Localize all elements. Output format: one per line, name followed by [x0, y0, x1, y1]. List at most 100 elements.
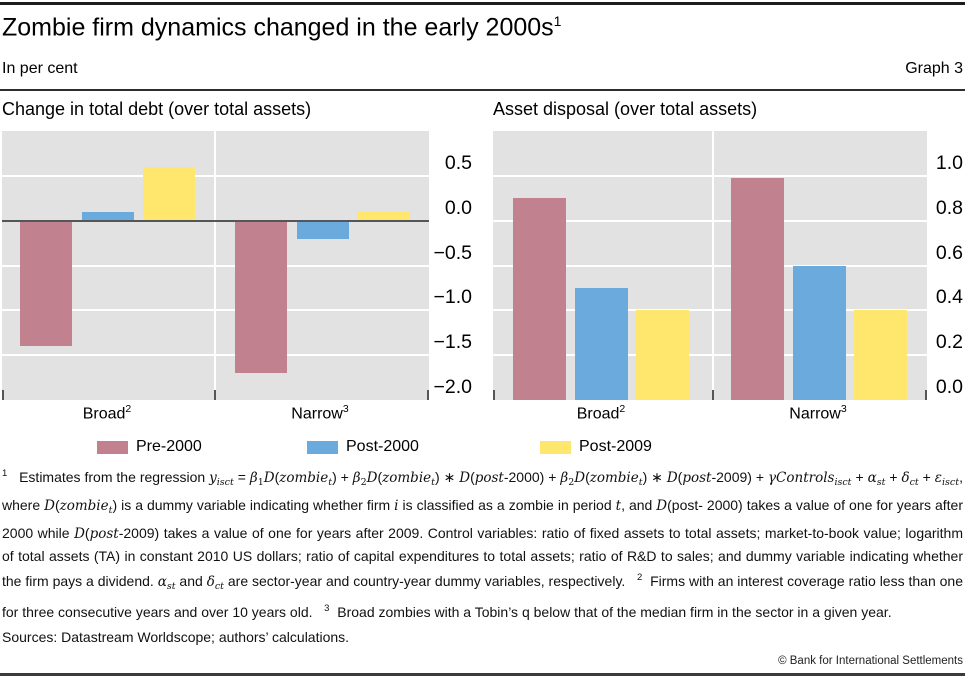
footnote-segment: + [885, 469, 902, 485]
bar-post-2000-narrow [296, 220, 349, 239]
category-label-text: Narrow [291, 405, 343, 423]
gridline [493, 174, 927, 177]
legend-swatch [97, 440, 128, 454]
bar-post-2009-narrow [358, 211, 410, 221]
footnote-segment: -2009) + [711, 469, 768, 485]
footnote-segment: ) is a dummy variable indicating whether… [112, 497, 395, 513]
footnote-segment: and [175, 573, 207, 589]
x-axis-tick [925, 390, 927, 400]
footnote-segment: = [233, 469, 250, 485]
footnote-segment: , where [2, 469, 963, 513]
right-chart-plot-area [493, 131, 927, 400]
footnote-segment: ( [677, 469, 683, 485]
y-tick-label: −0.5 [433, 241, 473, 264]
footnote-segment: ct [909, 477, 919, 488]
bar-post-2009-broad [636, 310, 689, 400]
page-title-footnote-marker: 1 [553, 13, 562, 29]
footnote-segment: isct [942, 477, 960, 488]
legend-item-pre-2000: Pre-2000 [97, 438, 202, 456]
legend-item-post-2009: Post-2009 [540, 438, 652, 456]
footnote-segment: st [166, 581, 176, 592]
footnote-segment: is classified as a zombie in period [398, 497, 616, 513]
legend-label: Post-2000 [346, 438, 419, 455]
x-axis-tick [493, 390, 495, 400]
footnote-segment: δ [901, 470, 910, 486]
footnote-segment: zombie [279, 470, 329, 486]
footnote-segment: ( [84, 525, 90, 541]
footnote-segment: i [394, 498, 399, 514]
legend-item-post-2000: Post-2000 [307, 438, 419, 456]
footnote-segment: ( [54, 497, 60, 513]
gridline [493, 354, 927, 357]
footnote-segment: ) ∗ [642, 469, 667, 485]
bar-pre-2000-broad [20, 220, 72, 347]
footnote-segment: D [666, 470, 678, 486]
footnote-segment: 2 [568, 477, 575, 488]
footnote-segment: D [366, 470, 378, 486]
footnote-segment: ) + [332, 469, 353, 485]
x-axis-tick [2, 390, 4, 400]
units-label: In per cent [2, 60, 78, 77]
gridline [493, 309, 927, 312]
footnote-segment: zombie [589, 470, 639, 486]
y-tick-label: −2.0 [433, 376, 473, 398]
page-title: Zombie firm dynamics changed in the earl… [2, 13, 561, 42]
gridline [493, 219, 927, 222]
footnote-segment: + [918, 469, 935, 485]
graph-number-label: Graph 3 [905, 60, 963, 77]
right-panel-title: Asset disposal (over total assets) [493, 99, 758, 119]
footnote-segment: isct [216, 477, 234, 488]
footnote-segment: D [656, 498, 668, 514]
footnote-segment: , and [621, 497, 657, 513]
footnote-segment: st [876, 477, 886, 488]
y-tick-label: 0.0 [935, 376, 963, 398]
footnote-segment: D [574, 470, 586, 486]
category-label-broad: Broad2 [531, 403, 671, 423]
bar-post-2009-broad [143, 166, 195, 221]
footnote-segment: t [108, 505, 113, 516]
category-label-text: Broad [576, 405, 620, 423]
x-axis-tick [712, 390, 714, 400]
footnote-segment: zombie [382, 470, 432, 486]
footnote-segment: post [474, 470, 504, 486]
zero-axis-line [2, 219, 429, 223]
page-title-text: Zombie firm dynamics changed in the earl… [2, 13, 554, 42]
bar-pre-2000-broad [513, 198, 566, 400]
bar-post-2000-broad [574, 287, 628, 400]
category-label-text: Broad [82, 405, 126, 423]
bar-pre-2000-narrow [731, 178, 784, 400]
category-separator-line [712, 131, 714, 400]
footnote-segment: 2 [360, 477, 367, 488]
footnote-segment: t [328, 477, 333, 488]
footnote-segment: + [851, 469, 868, 485]
category-footnote-marker: 3 [840, 403, 847, 415]
bar-post-2000-narrow [792, 265, 846, 400]
bar-post-2009-narrow [854, 310, 907, 400]
footnote-segment: α [867, 470, 877, 486]
y-tick-label: −1.0 [433, 286, 473, 309]
x-axis-tick [214, 390, 216, 400]
footnote-segment: t [431, 477, 435, 488]
footnote-segment: post [682, 470, 712, 486]
footnote-text: 1 Estimates from the regression yisct = … [2, 463, 963, 623]
footnote-segment: 1 [257, 477, 264, 488]
category-footnote-marker: 3 [342, 403, 349, 415]
category-footnote-marker: 2 [619, 403, 626, 415]
footnote-segment: zombie [59, 498, 109, 514]
x-axis-tick [427, 390, 429, 400]
footnote-segment: β [352, 470, 361, 486]
footnote-segment: D [263, 470, 275, 486]
footnote-segment: Broad zombies with a Tobin’s q below tha… [329, 604, 892, 620]
category-label-broad: Broad2 [37, 403, 177, 423]
footnote-segment: -2009) takes a value of one for years af… [2, 525, 964, 589]
footnote-segment: post [89, 526, 119, 542]
bottom-border-rule [0, 673, 965, 676]
category-footnote-marker: 2 [125, 403, 132, 415]
footnote-segment: β [249, 470, 258, 486]
footnote-segment: ε [934, 470, 943, 486]
category-label-narrow: Narrow3 [748, 403, 888, 423]
footnote-segment: ct [214, 581, 224, 592]
footnote-segment: D [74, 526, 85, 542]
category-separator-line [214, 131, 216, 400]
